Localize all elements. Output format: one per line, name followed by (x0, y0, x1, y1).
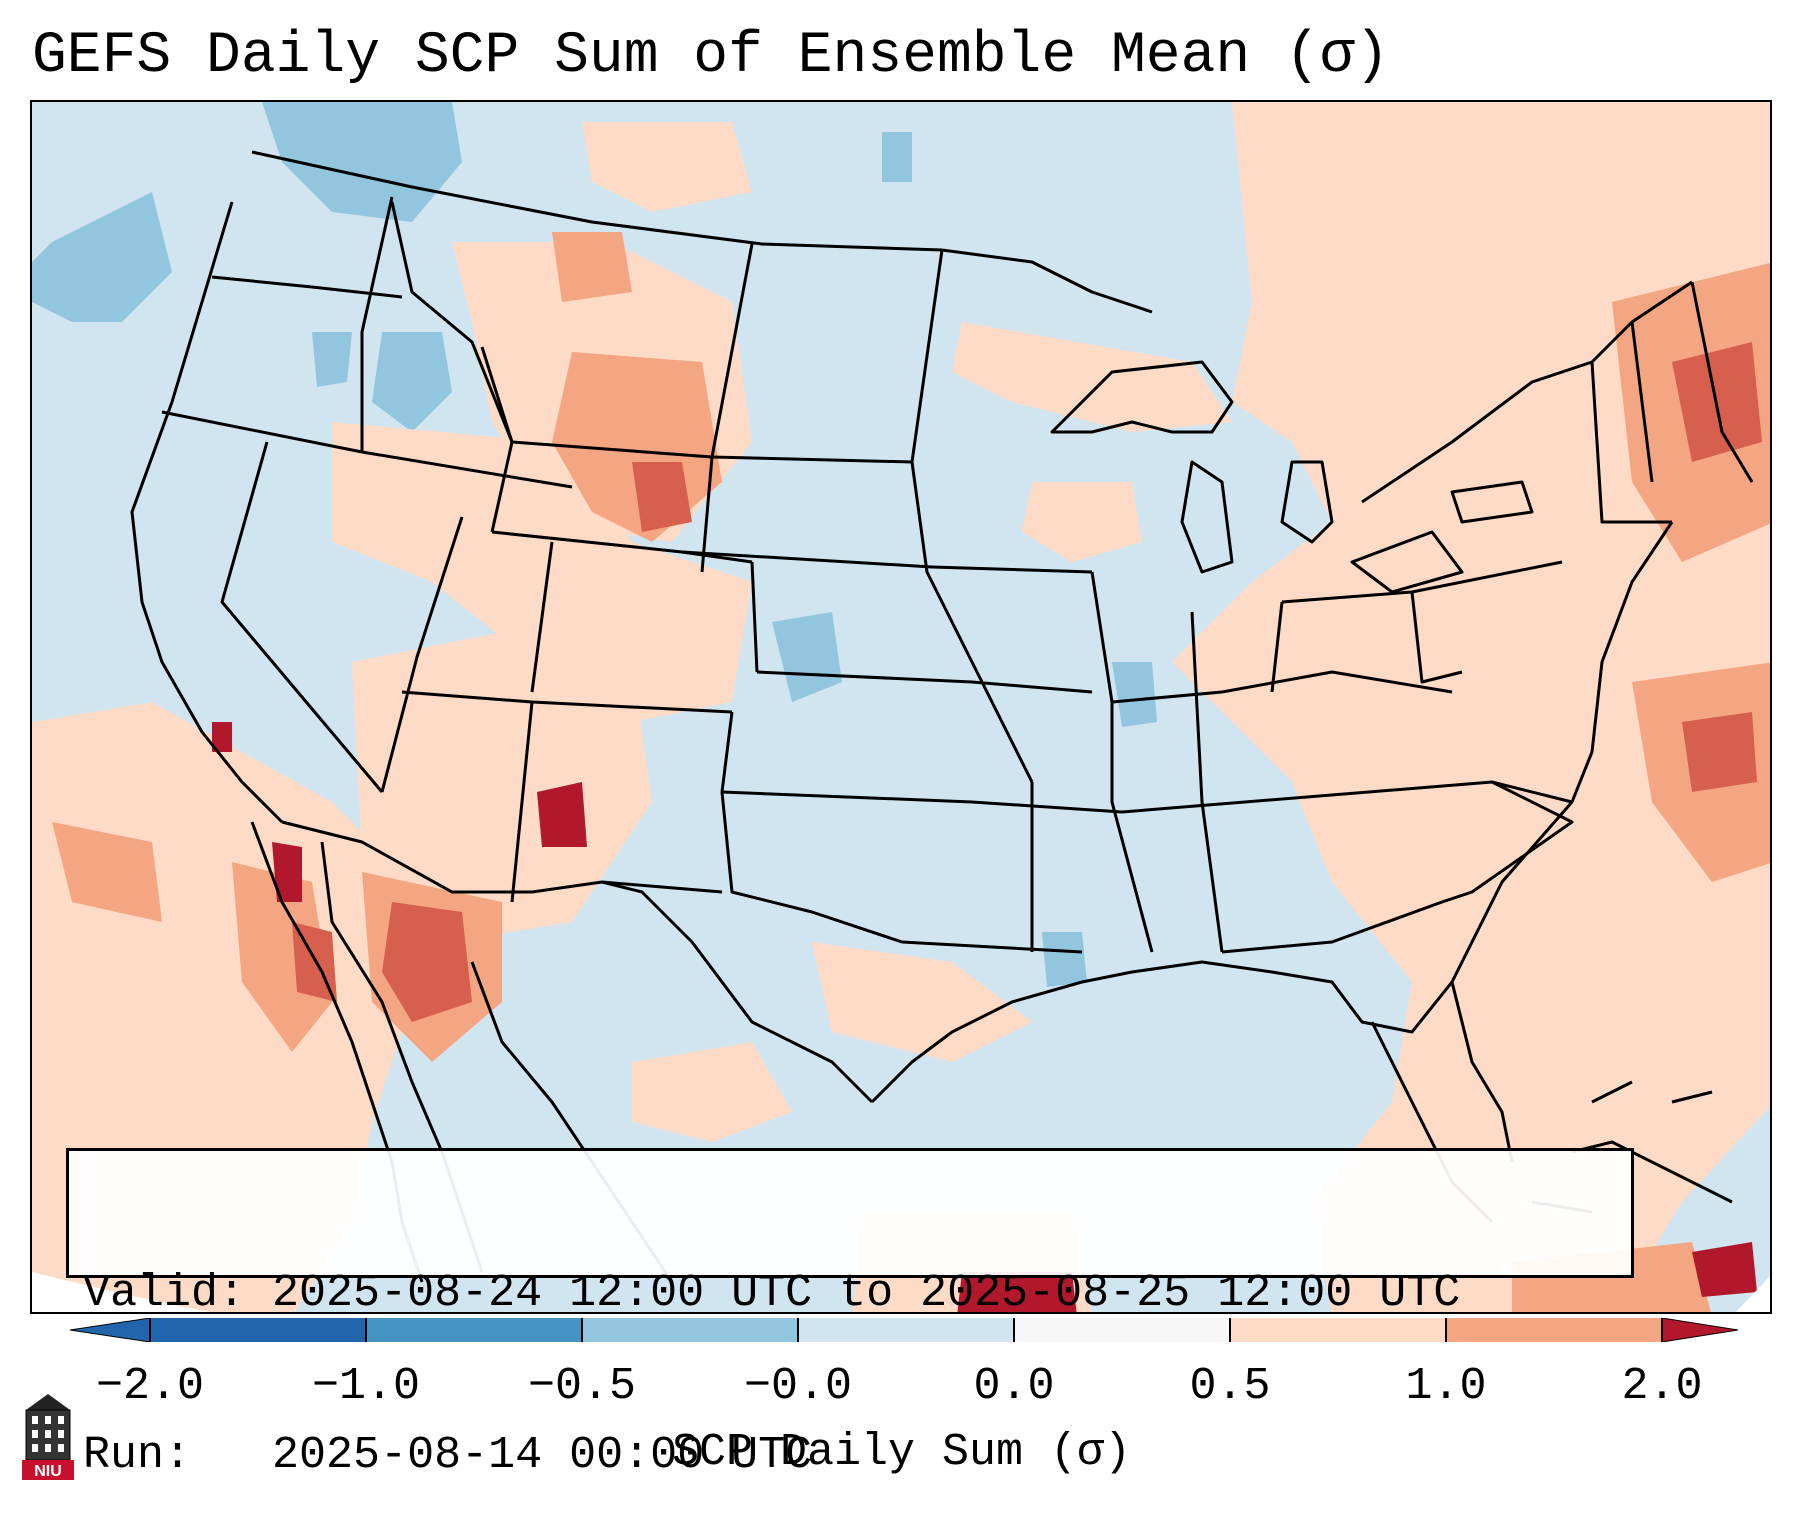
negative-anomaly-regions (32, 102, 1157, 987)
run-value: 2025-08-14 00:00 UTC (272, 1430, 813, 1481)
colorbar-tick-label: −1.0 (311, 1361, 421, 1412)
colorbar-extend-high (1661, 1318, 1738, 1342)
map-panel[interactable] (30, 100, 1772, 1314)
colorbar-tick-label: −2.0 (95, 1361, 205, 1412)
scp-map (32, 102, 1770, 1312)
niu-logo-text: NIU (34, 1463, 62, 1480)
colorbar-segment (366, 1318, 582, 1342)
niu-tower-icon: NIU (22, 1394, 74, 1480)
colorbar (70, 1318, 1738, 1342)
colorbar-segment (1230, 1318, 1446, 1342)
max-anomaly-regions (212, 722, 1757, 1312)
off-domain-region-right (1735, 1276, 1770, 1312)
colorbar-segment (1014, 1318, 1230, 1342)
off-domain-region (32, 1272, 211, 1312)
valid-row: Valid: 2025-08-24 12:00 UTC to 2025-08-2… (83, 1267, 1617, 1321)
colorbar-tick-label: 0.0 (973, 1361, 1055, 1412)
colorbar-label: SCP Daily Sum (σ) (671, 1427, 1132, 1478)
colorbar-tick-label: −0.0 (743, 1361, 853, 1412)
colorbar-tick-marks (149, 1318, 1663, 1342)
colorbar-tick-label: 0.5 (1189, 1361, 1271, 1412)
colorbar-segment (582, 1318, 798, 1342)
valid-label: Valid: (83, 1268, 246, 1319)
colorbar-tick-label: 2.0 (1621, 1361, 1703, 1412)
colorbar-segment (1446, 1318, 1662, 1342)
map-title: GEFS Daily SCP Sum of Ensemble Mean (σ) (32, 24, 1390, 89)
colorbar-tick-label: 1.0 (1405, 1361, 1487, 1412)
run-row: Run: 2025-08-14 00:00 UTC (83, 1429, 1617, 1483)
valid-value: 2025-08-24 12:00 UTC to 2025-08-25 12:00… (272, 1268, 1461, 1319)
intense-anomaly-regions (292, 342, 1762, 1022)
colorbar-segment (798, 1318, 1014, 1342)
colorbar-segment (150, 1318, 366, 1342)
run-label: Run: (83, 1430, 192, 1481)
colorbar-tick-label: −0.5 (527, 1361, 637, 1412)
colorbar-extend-low (70, 1318, 151, 1342)
validity-info-box: Valid: 2025-08-24 12:00 UTC to 2025-08-2… (66, 1148, 1634, 1481)
